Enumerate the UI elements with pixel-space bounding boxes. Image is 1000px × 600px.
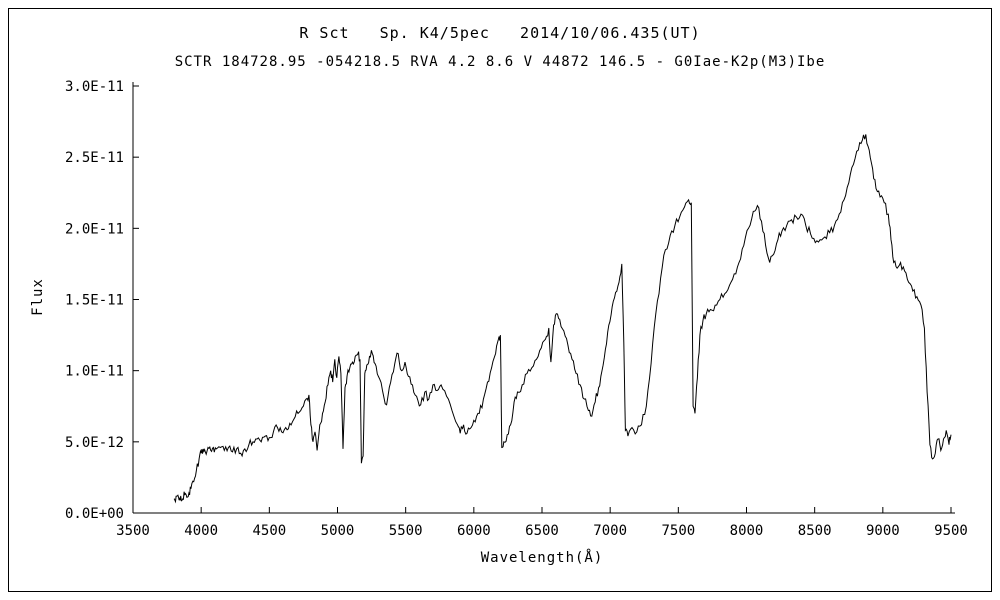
svg-text:5000: 5000 [321, 523, 355, 539]
x-axis-ticks [132, 507, 952, 513]
svg-text:1.5E-11: 1.5E-11 [65, 293, 124, 309]
svg-text:8000: 8000 [730, 523, 764, 539]
svg-text:0.0E+00: 0.0E+00 [65, 506, 124, 522]
svg-text:4500: 4500 [252, 523, 286, 539]
svg-text:1.0E-11: 1.0E-11 [65, 364, 124, 380]
svg-text:2.0E-11: 2.0E-11 [65, 221, 124, 237]
svg-text:3500: 3500 [116, 523, 150, 539]
y-axis-ticks [133, 85, 139, 514]
plot-frame [8, 8, 992, 592]
svg-text:5.0E-12: 5.0E-12 [65, 435, 124, 451]
svg-text:7500: 7500 [661, 523, 695, 539]
svg-text:6500: 6500 [525, 523, 559, 539]
svg-text:9000: 9000 [866, 523, 900, 539]
chart-title: R Sct Sp. K4/5pec 2014/10/06.435(UT) [299, 24, 701, 42]
axes [132, 82, 955, 514]
svg-text:8500: 8500 [798, 523, 832, 539]
svg-text:6000: 6000 [457, 523, 491, 539]
x-axis-label: Wavelength(Å) [480, 550, 604, 566]
y-axis-tick-labels: 0.0E+00 5.0E-12 1.0E-11 1.5E-11 2.0E-11 2.5E-… [65, 79, 124, 522]
svg-text:5500: 5500 [389, 523, 423, 539]
svg-text:4000: 4000 [184, 523, 218, 539]
svg-text:7000: 7000 [593, 523, 627, 539]
svg-text:3.0E-11: 3.0E-11 [65, 79, 124, 95]
chart-subtitle: SCTR 184728.95 -054218.5 RVA 4.2 8.6 V 4… [174, 54, 826, 70]
svg-text:2.5E-11: 2.5E-11 [65, 150, 124, 166]
spectrum-line [173, 134, 952, 504]
svg-text:9500: 9500 [934, 523, 968, 539]
x-axis-tick-labels: 3500 4000 4500 5000 5500 6000 6500 7000 7500 8000… [116, 523, 968, 539]
